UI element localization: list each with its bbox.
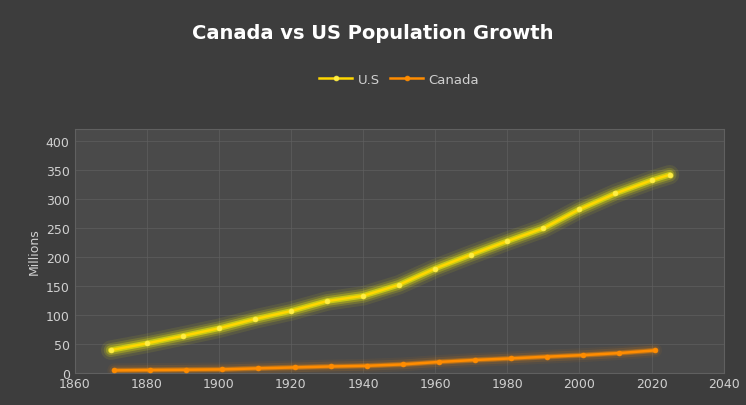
Line: Canada: Canada bbox=[112, 348, 657, 373]
Canada bbox=[615, 351, 624, 356]
Canada bbox=[326, 364, 335, 369]
U.S bbox=[214, 326, 223, 331]
Canada bbox=[254, 366, 263, 371]
Canada bbox=[542, 354, 551, 359]
U.S bbox=[322, 299, 331, 304]
U.S bbox=[575, 207, 584, 212]
U.S bbox=[395, 283, 404, 288]
U.S bbox=[539, 226, 548, 231]
Canada bbox=[182, 367, 191, 372]
Canada bbox=[434, 360, 443, 364]
Canada bbox=[578, 353, 587, 358]
Canada bbox=[398, 362, 407, 367]
U.S bbox=[251, 317, 260, 322]
Canada bbox=[290, 365, 299, 370]
Canada bbox=[110, 368, 119, 373]
Line: U.S: U.S bbox=[108, 173, 672, 353]
U.S bbox=[503, 239, 512, 244]
U.S bbox=[286, 309, 295, 314]
U.S bbox=[359, 294, 368, 298]
U.S bbox=[647, 179, 656, 183]
U.S bbox=[611, 192, 620, 196]
U.S bbox=[142, 341, 151, 346]
Text: Canada vs US Population Growth: Canada vs US Population Growth bbox=[192, 24, 554, 43]
U.S bbox=[106, 348, 115, 353]
U.S bbox=[178, 334, 187, 339]
Canada bbox=[651, 348, 659, 353]
Canada bbox=[218, 367, 227, 372]
Y-axis label: Millions: Millions bbox=[28, 228, 40, 275]
U.S bbox=[430, 266, 439, 271]
Canada bbox=[363, 363, 372, 368]
Legend: U.S, Canada: U.S, Canada bbox=[314, 68, 484, 92]
Canada bbox=[471, 358, 480, 362]
U.S bbox=[467, 253, 476, 258]
Canada bbox=[146, 368, 155, 373]
U.S bbox=[665, 173, 674, 178]
Canada bbox=[507, 356, 515, 361]
